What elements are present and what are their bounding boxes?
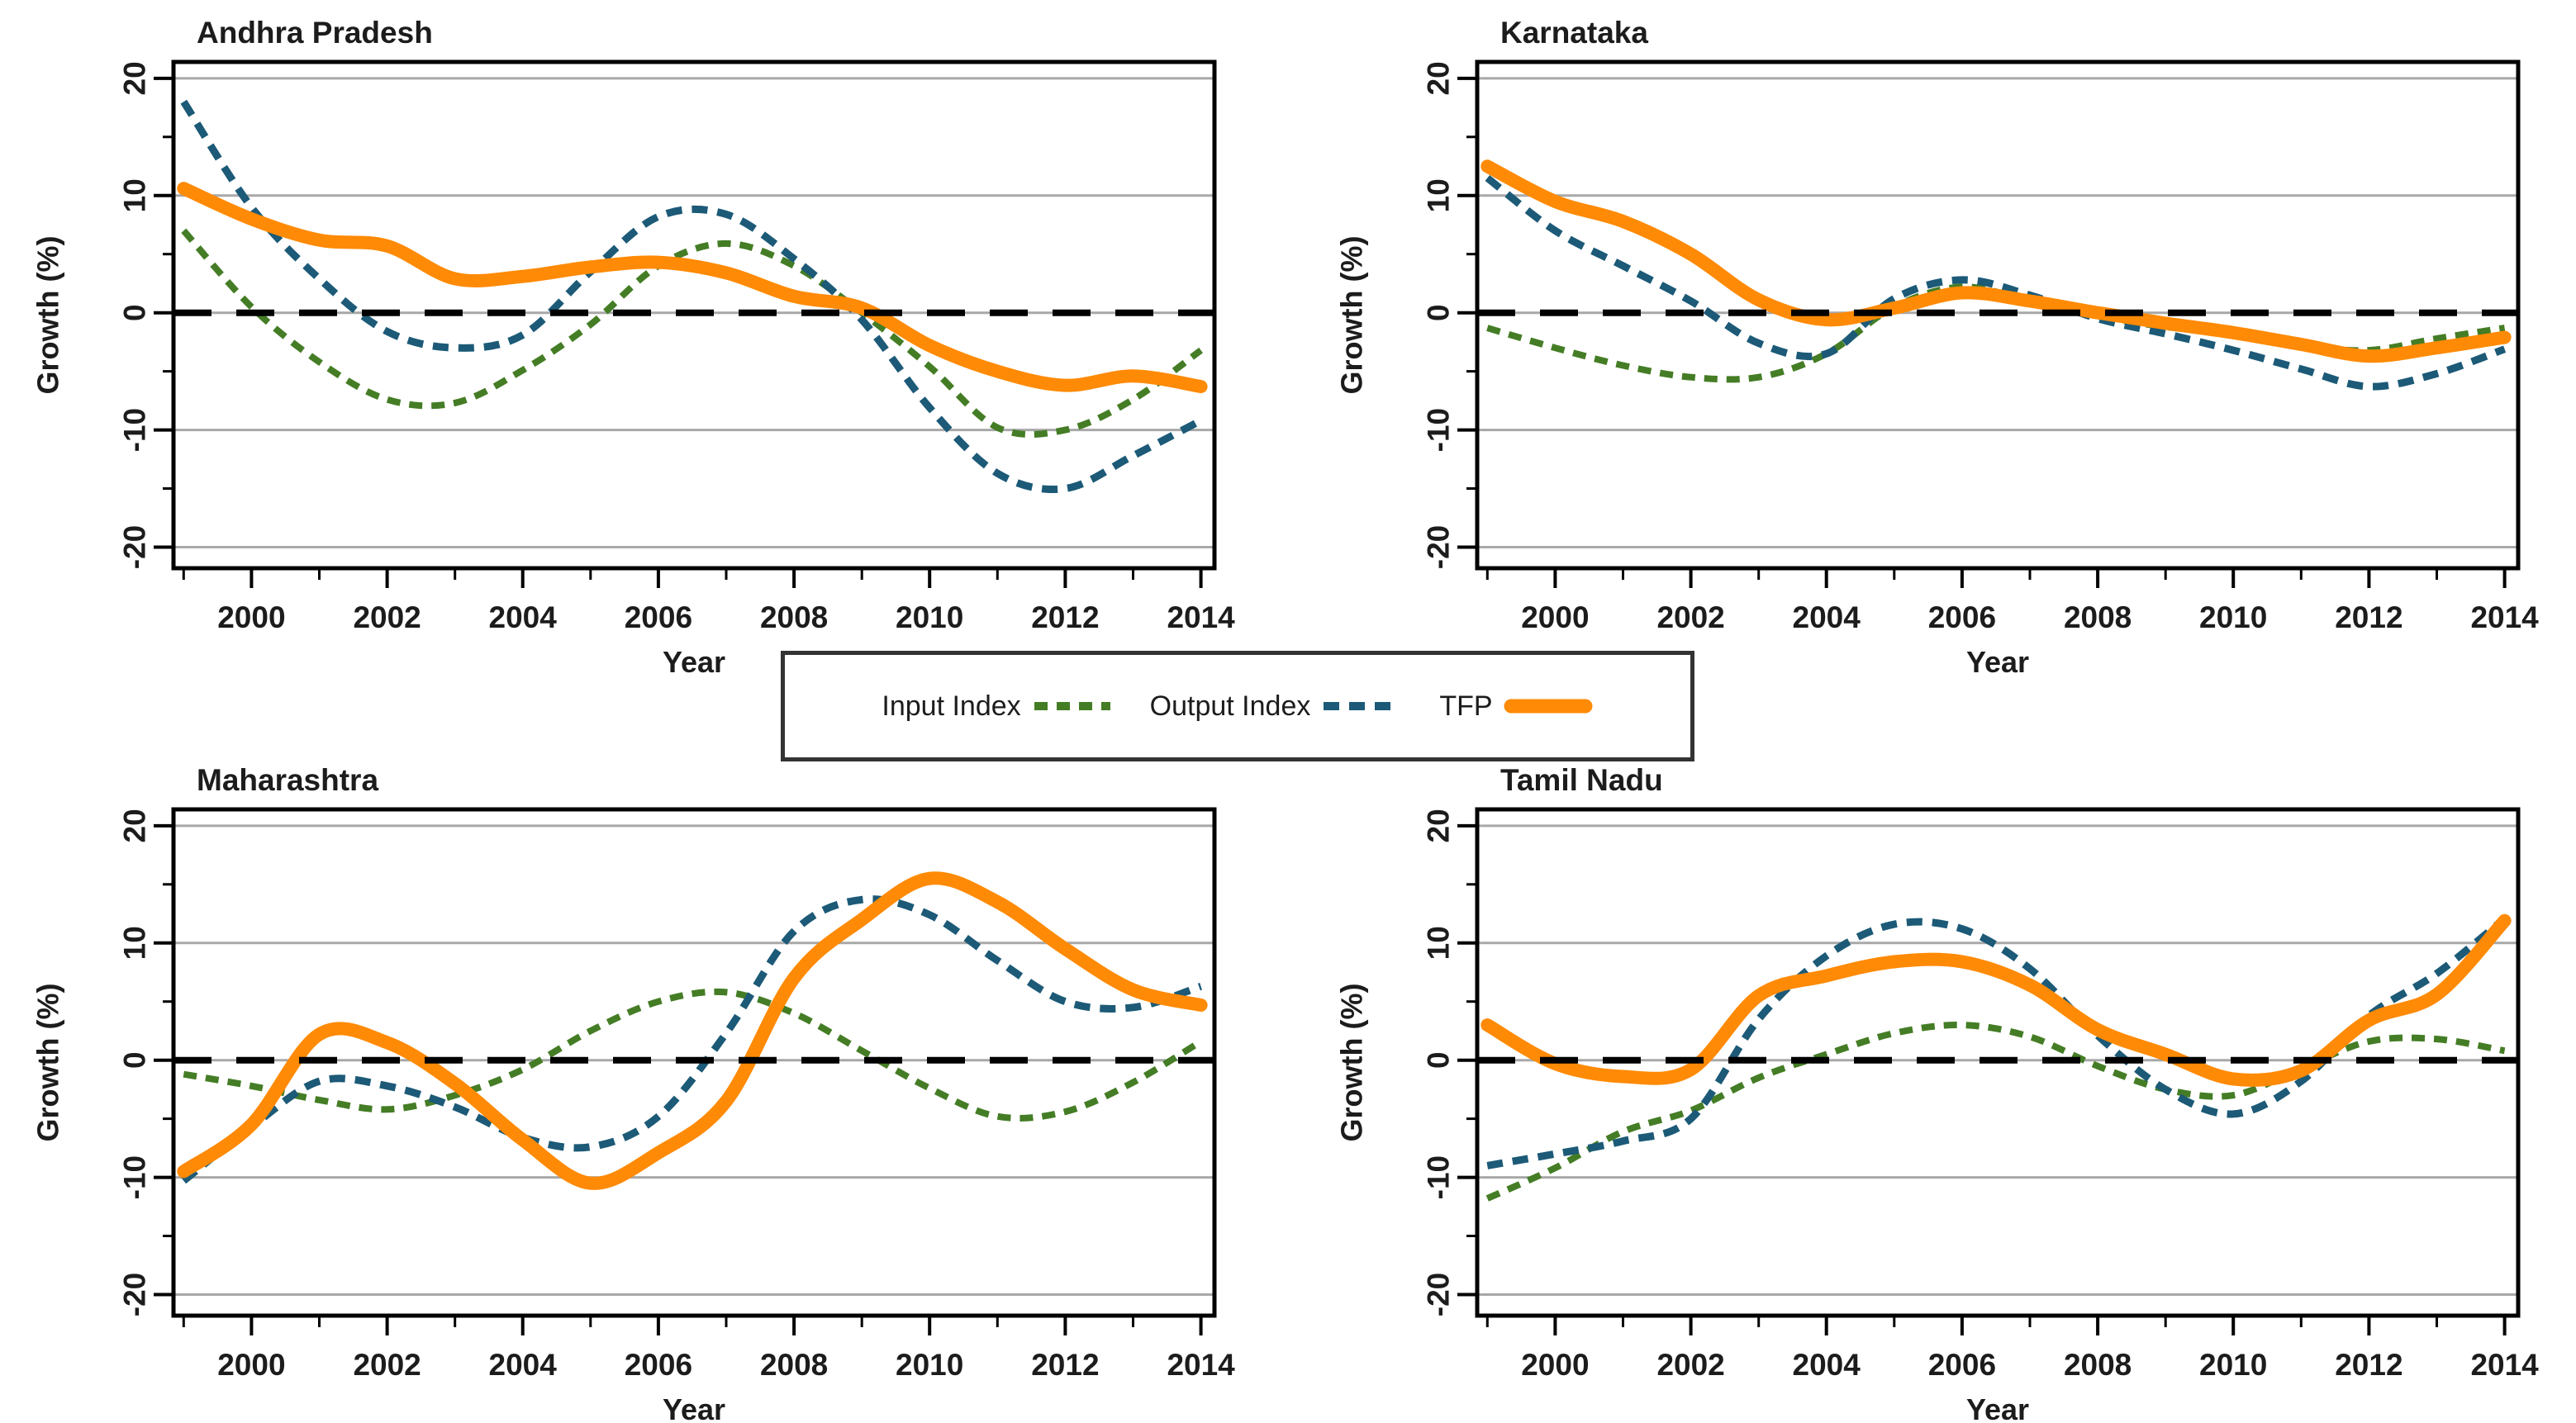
x-tick-label-2002: 2002 — [353, 1348, 421, 1382]
x-tick-label-2014: 2014 — [1167, 600, 1235, 634]
series-tfp-line — [1480, 913, 2512, 1087]
x-axis-title: Year — [663, 645, 725, 676]
x-tick-label-2010: 2010 — [2199, 1348, 2267, 1382]
y-tick-label--10: -10 — [1422, 408, 1456, 452]
y-tick-label--20: -20 — [118, 525, 152, 569]
x-tick-label-2006: 2006 — [1928, 600, 1996, 634]
plot-border — [171, 807, 1217, 1318]
y-tick-label-0: 0 — [118, 304, 152, 321]
y-tick-label-0: 0 — [1422, 304, 1456, 321]
y-axis-title: Growth (%) — [31, 236, 65, 395]
y-tick-label--10: -10 — [118, 1155, 152, 1199]
panel-andhra-pradesh: 20 10 0 -10 -20 2000 2002 2004 2006 2008 2010 2012 2… — [0, 0, 1272, 676]
x-tick-label-2002: 2002 — [353, 600, 421, 634]
x-tick-label-2008: 2008 — [760, 1348, 828, 1382]
input-index-line-sample — [1034, 702, 1110, 710]
x-tick-label-2006: 2006 — [625, 1348, 692, 1382]
legend-item-input-index: Input Index — [882, 690, 1113, 723]
panel-maharashtra: 20 10 0 -10 -20 2000 2002 2004 2006 2008 2010 2012 2… — [0, 747, 1272, 1423]
x-tick-label-2010: 2010 — [896, 1348, 963, 1382]
y-tick-label-10: 10 — [118, 178, 152, 212]
series-input-line — [1485, 1022, 2506, 1202]
x-tick-label-2010: 2010 — [2199, 600, 2267, 634]
x-tick-label-2004: 2004 — [1793, 1348, 1861, 1382]
series-output-line — [1485, 174, 2507, 391]
y-tick-label-20: 20 — [118, 61, 152, 95]
y-tick-label-20: 20 — [1422, 61, 1456, 95]
legend-label-output-index: Output Index — [1149, 690, 1311, 722]
y-tick-label--10: -10 — [1422, 1155, 1456, 1199]
x-tick-label-2002: 2002 — [1656, 1348, 1724, 1382]
x-tick-label-2006: 2006 — [625, 600, 692, 634]
x-tick-label-2008: 2008 — [2064, 600, 2132, 634]
panel-title: Karnataka — [1500, 16, 1648, 50]
y-tick-label-20: 20 — [118, 809, 152, 842]
series-tfp-line — [177, 182, 1208, 394]
plot-border — [171, 59, 1217, 571]
plot-border — [1475, 59, 2521, 571]
x-tick-label-2012: 2012 — [2335, 1348, 2403, 1382]
plot-border — [1475, 807, 2521, 1318]
series-input-line — [183, 988, 1203, 1122]
y-axis-title: Growth (%) — [1335, 984, 1369, 1142]
output-index-line-sample — [1324, 702, 1400, 710]
x-axis-title: Year — [1966, 1392, 2029, 1423]
y-tick-label--20: -20 — [1422, 1273, 1456, 1316]
x-tick-label-2004: 2004 — [489, 1348, 558, 1382]
y-tick-label-10: 10 — [118, 926, 152, 960]
panel-tamil-nadu: 20 10 0 -10 -20 2000 2002 2004 2006 2008 2010 2012 2… — [1304, 747, 2576, 1423]
x-tick-label-2014: 2014 — [1167, 1348, 1235, 1382]
x-tick-label-2004: 2004 — [1793, 600, 1861, 634]
x-tick-label-2000: 2000 — [1521, 600, 1589, 634]
y-tick-label--10: -10 — [118, 408, 152, 452]
y-axis-title: Growth (%) — [1335, 236, 1369, 395]
legend: Input Index Output Index TFP — [781, 651, 1694, 761]
y-tick-label-10: 10 — [1422, 926, 1456, 960]
x-tick-label-2012: 2012 — [1031, 1348, 1099, 1382]
x-tick-label-2010: 2010 — [896, 600, 963, 634]
y-axis-title: Growth (%) — [31, 984, 65, 1142]
panel-title: Maharashtra — [197, 763, 378, 797]
y-tick-label-0: 0 — [118, 1051, 152, 1069]
series-tfp-line — [177, 871, 1208, 1190]
panel-title: Andhra Pradesh — [197, 16, 433, 50]
x-tick-label-2014: 2014 — [2470, 600, 2539, 634]
x-tick-label-2006: 2006 — [1928, 1348, 1996, 1382]
x-tick-label-2012: 2012 — [1031, 600, 1099, 634]
x-tick-label-2000: 2000 — [217, 600, 285, 634]
panel-title: Tamil Nadu — [1500, 763, 1663, 797]
x-tick-label-2014: 2014 — [2470, 1348, 2539, 1382]
x-tick-label-2012: 2012 — [2335, 600, 2403, 634]
x-tick-label-2004: 2004 — [489, 600, 558, 634]
y-tick-label--20: -20 — [118, 1273, 152, 1316]
legend-label-input-index: Input Index — [882, 690, 1021, 722]
tfp-line-sample — [1504, 699, 1593, 714]
y-tick-label--20: -20 — [1422, 525, 1456, 569]
panel-karnataka: 20 10 0 -10 -20 2000 2002 2004 2006 2008 2010 2012 2… — [1304, 0, 2576, 676]
x-tick-label-2002: 2002 — [1656, 600, 1724, 634]
series-tfp-line — [1480, 159, 2512, 363]
y-tick-label-10: 10 — [1422, 178, 1456, 212]
y-tick-label-0: 0 — [1422, 1051, 1456, 1069]
x-axis-title: Year — [1966, 645, 2029, 676]
series-output-line — [180, 99, 1203, 493]
x-tick-label-2000: 2000 — [1521, 1348, 1589, 1382]
x-tick-label-2008: 2008 — [760, 600, 828, 634]
legend-item-tfp: TFP — [1439, 690, 1593, 723]
y-tick-label-20: 20 — [1422, 809, 1456, 842]
x-tick-label-2008: 2008 — [2064, 1348, 2132, 1382]
legend-item-output-index: Output Index — [1150, 690, 1404, 723]
legend-label-tfp: TFP — [1439, 690, 1493, 722]
x-tick-label-2000: 2000 — [217, 1348, 285, 1382]
x-axis-title: Year — [663, 1392, 725, 1423]
